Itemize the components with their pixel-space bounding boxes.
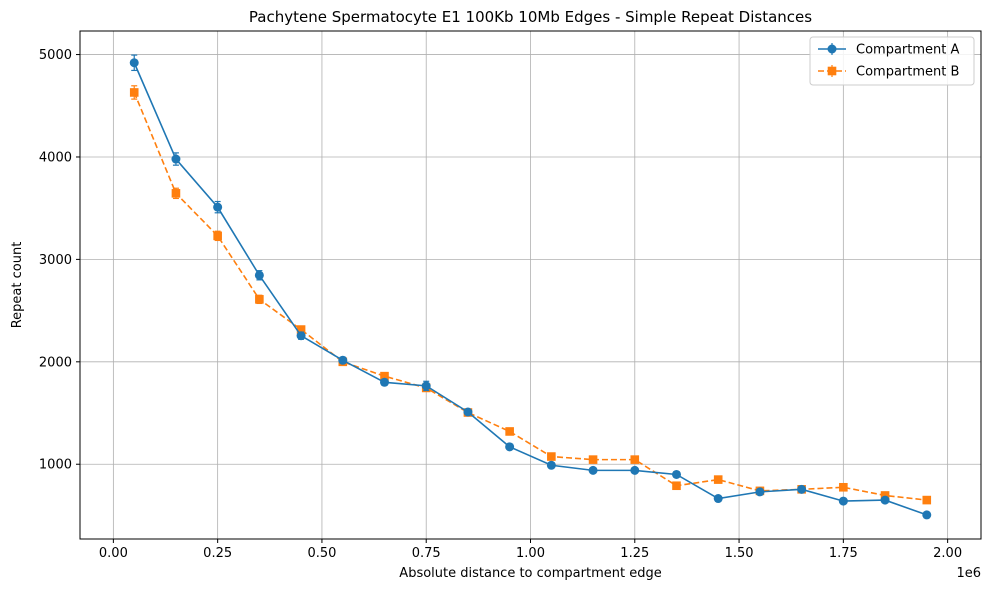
data-point <box>630 455 640 464</box>
y-tick-label: 4000 <box>39 150 72 165</box>
data-point <box>546 460 556 470</box>
data-point <box>713 494 723 504</box>
data-point <box>838 496 848 506</box>
series-layer <box>129 54 932 520</box>
data-point <box>922 510 932 520</box>
x-tick-label: 2.00 <box>933 546 962 561</box>
x-tick-label: 1.00 <box>516 546 545 561</box>
data-point <box>338 355 348 365</box>
ticks: 0.00 0.25 0.50 0.75 1.00 1.25 1.50 1.75 2.00 1000… <box>39 48 962 561</box>
data-point <box>672 481 681 491</box>
legend-marker <box>827 44 837 54</box>
data-point <box>880 495 890 505</box>
data-point <box>129 88 139 97</box>
legend-box <box>809 36 975 86</box>
data-point <box>671 469 681 479</box>
data-point <box>296 331 306 341</box>
data-point <box>213 231 222 241</box>
x-tick-label: 0.25 <box>203 546 232 561</box>
data-point <box>797 484 807 494</box>
legend-item: Compartment B <box>818 65 959 80</box>
legend: Compartment A Compartment B <box>809 36 975 86</box>
x-tick-label: 1.25 <box>620 546 649 561</box>
data-point <box>171 189 181 198</box>
data-point <box>713 475 723 484</box>
x-tick-label: 0.75 <box>412 546 441 561</box>
x-tick-label: 1.75 <box>829 546 858 561</box>
data-point <box>839 482 848 492</box>
x-tick-label: 1.50 <box>725 546 754 561</box>
x-tick-label: 0.50 <box>307 546 336 561</box>
y-tick-label: 2000 <box>39 355 72 370</box>
data-point <box>630 465 640 475</box>
series-compartment-a <box>129 54 932 520</box>
legend-marker <box>827 66 837 76</box>
data-point <box>588 455 598 464</box>
data-point <box>171 154 181 164</box>
y-axis-label: Repeat count <box>10 242 25 329</box>
data-point <box>547 452 556 461</box>
data-point <box>380 377 390 387</box>
chart-title: Pachytene Spermatocyte E1 100Kb 10Mb Edg… <box>249 8 812 26</box>
data-point <box>588 465 598 475</box>
x-axis-label: Absolute distance to compartment edge <box>399 566 661 581</box>
data-point <box>255 295 264 304</box>
series-line <box>133 62 928 516</box>
data-point <box>296 325 306 334</box>
y-tick-label: 5000 <box>39 48 72 63</box>
data-point <box>421 381 431 391</box>
x-tick-label: 0.00 <box>99 546 128 561</box>
legend-item: Compartment A <box>818 43 959 58</box>
data-point <box>463 407 473 417</box>
data-point <box>254 270 264 280</box>
y-tick-label: 3000 <box>39 253 72 268</box>
data-point <box>505 442 515 452</box>
data-point <box>380 371 389 381</box>
data-point <box>505 427 514 436</box>
y-tick-label: 1000 <box>39 458 72 473</box>
data-point <box>922 495 932 505</box>
data-point <box>880 491 890 500</box>
data-point <box>129 58 139 68</box>
x-offset-label: 1e6 <box>956 566 981 581</box>
data-point <box>755 487 765 497</box>
data-point <box>213 202 223 212</box>
grid <box>80 31 981 539</box>
legend-label: Compartment B <box>856 65 959 80</box>
legend-label: Compartment A <box>856 43 959 58</box>
